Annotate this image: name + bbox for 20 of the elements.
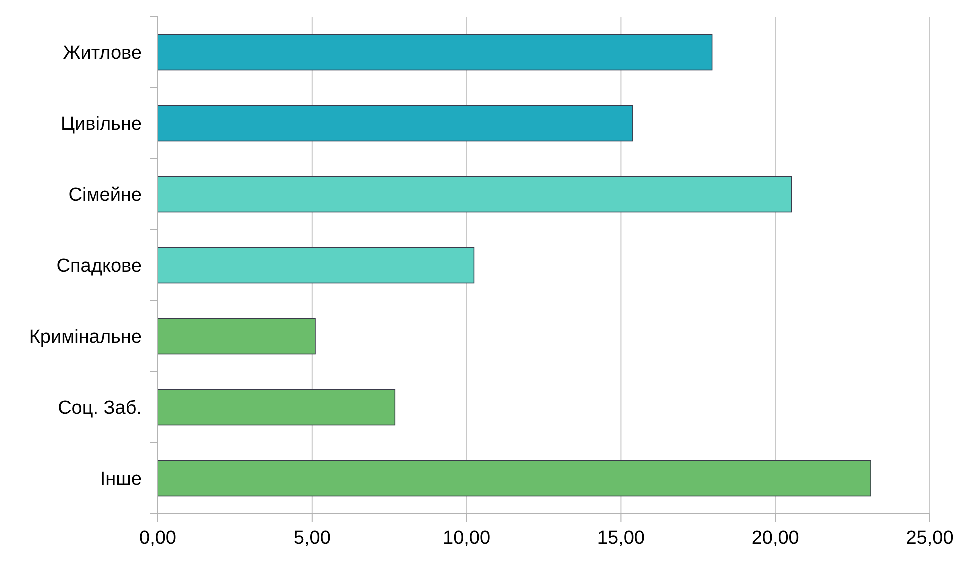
y-tick-label: Спадкове [56,256,142,278]
x-tick-label: 5,00 [294,528,331,549]
x-tick-label: 20,00 [752,528,800,549]
bar [158,105,634,142]
bar [158,460,872,497]
bar [158,176,792,213]
bar [158,318,316,355]
bar [158,34,713,71]
x-tick-label: 10,00 [443,528,491,549]
bar [158,389,396,426]
y-tick-label: Кримінальне [29,327,142,348]
y-tick-label: Інше [100,469,142,490]
x-tick-label: 0,00 [140,528,176,549]
y-tick-label: Соц. Заб. [58,398,142,420]
y-tick-label: Житлове [63,43,142,64]
y-tick-label: Цивільне [60,114,142,136]
x-tick-label: 15,00 [597,528,645,549]
x-tick-label: 25,00 [906,528,954,549]
y-tick-label: Сімейне [68,185,142,206]
bar [158,247,475,284]
